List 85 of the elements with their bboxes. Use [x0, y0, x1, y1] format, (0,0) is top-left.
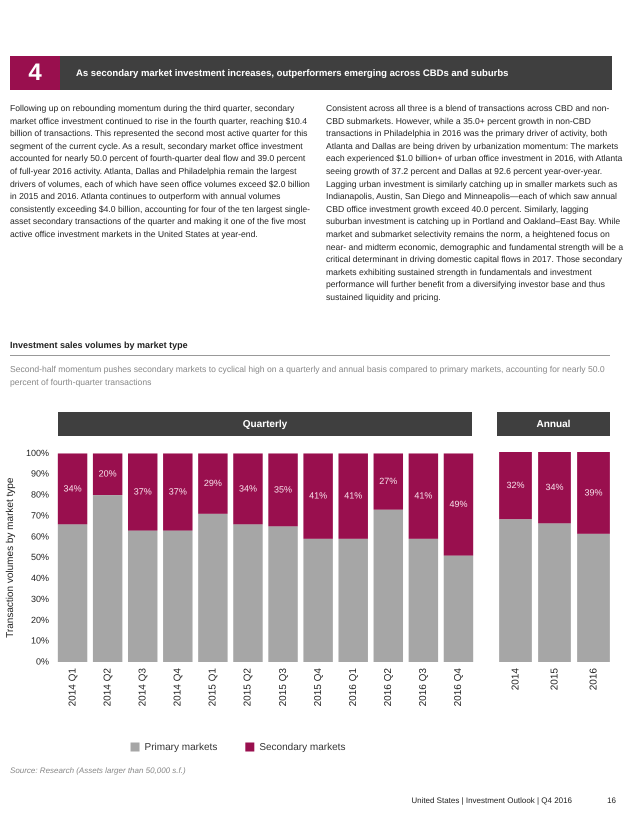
data-label: 37%: [168, 486, 187, 496]
y-tick-label: 100%: [26, 448, 50, 458]
data-label: 27%: [379, 476, 398, 486]
y-tick-label: 70%: [31, 510, 50, 520]
bar: [268, 453, 298, 526]
x-tick-label: 2014 Q3: [137, 668, 148, 706]
bar: [499, 452, 532, 520]
bar: [444, 556, 474, 662]
data-label: 35%: [274, 484, 292, 494]
text: Investment sales volumes by market type: [10, 340, 610, 356]
bar: [233, 524, 263, 662]
x-tick-label: 2014 Q2: [102, 668, 114, 706]
y-tick-label: 50%: [31, 552, 50, 562]
text: 16: [607, 796, 616, 805]
bar: [444, 453, 474, 556]
text: Second-half momentum pushes secondary markets to cyclical high on a quarterly and annual basis compared to primary markets, accounting for nearly 50.0 percent of fourth-quarter transactions: [10, 363, 606, 388]
bar: [577, 534, 610, 662]
bar: [303, 453, 333, 539]
text: 4: [10, 56, 60, 90]
text: Consistent across all three is a blend of transactions across CBD and non-CBD submarkets. However, while a 35.0+ percent growth in non-CBD transactions in Philadelphia in 2016 was the primary driver of activity, both Atlanta and Dallas are being driven by urbanization momentum: The markets each experienced $1.0 billion+ of urban office investment in 2016, with Atlanta seeing growth of 37.2 percent and Dallas at 92.6 percent year-over-year. Lagging urban investment is similarly catching up in smaller markets such as Indianapolis, Austin, San Diego and Minneapolis—each of which saw annual CBD office investment growth exceed 40.0 percent. Similarly, lagging suburban investment is catching up in Portland and Oakland–East Bay. While market and submarket selectivity remains the norm, a heightened focus on near- and midterm economic, demographic and fundamental strength will be a critical determinant in driving domestic capital flows in 2017. Those secondary markets exhibiting sustained strength in fundamentals and investment performance will further benefit from a diversifying investor base and thus sustained liquidity and pricing.: [326, 103, 624, 302]
text: United States | Investment Outlook | Q4 2016: [411, 796, 572, 805]
x-tick-label: 2016 Q2: [383, 668, 394, 706]
bar: [538, 523, 571, 662]
bar: [58, 453, 88, 524]
data-label: 39%: [584, 487, 603, 498]
x-tick-label: 2014 Q4: [172, 668, 184, 706]
x-tick-label: 2016 Q3: [418, 668, 430, 706]
bar: [198, 453, 228, 514]
data-label: 41%: [309, 490, 328, 501]
bar: [233, 453, 263, 524]
bar: [128, 530, 158, 662]
x-tick-label: 2015 Q1: [208, 668, 219, 706]
bar: [374, 510, 404, 662]
bar: [338, 538, 368, 662]
text: Following up on rebounding momentum during the third quarter, secondary market office investment continued to rise in the fourth quarter, reaching $10.4 billion of transactions. This represented the second most active quarter for this segment of the current cycle. As a result, secondary market office investment accounted for nearly 50.0 percent of fourth-quarter deal flow and 39.0 percent of full-year 2016 activity. Atlanta, Dallas and Philadelphia remain the largest drivers of volumes, each of which have seen office volumes exceed $2.0 billion in 2015 and 2016. Atlanta continues to outperform with annual volumes consistently exceeding $4.0 billion, accounting for four of the ten largest single-asset secondary transactions of the quarter and making it one of the five most active office investment markets in the United States at year-end.: [10, 103, 310, 239]
x-tick-label: 2016 Q1: [348, 668, 359, 706]
y-tick-label: 20%: [31, 614, 50, 625]
data-label: 32%: [506, 480, 525, 490]
y-tick-label: 30%: [31, 594, 50, 604]
bar: [338, 453, 368, 539]
x-tick-label: 2014 Q1: [67, 668, 78, 706]
data-label: 29%: [204, 478, 222, 488]
legend-label: Secondary markets: [259, 742, 346, 753]
chart-title: Annual: [497, 412, 610, 436]
data-label: 41%: [414, 490, 432, 501]
bar: [163, 453, 193, 531]
bar: [408, 538, 438, 662]
y-tick-label: 10%: [31, 636, 50, 646]
data-label: 37%: [134, 486, 152, 496]
data-label: 34%: [238, 483, 257, 494]
chart-title: Quarterly: [58, 412, 472, 436]
bar: [303, 538, 333, 662]
source-note: Source: Research (Assets larger than 50,000 s.f.): [10, 766, 187, 775]
y-tick-label: 40%: [31, 573, 50, 584]
bar: [538, 452, 571, 524]
bar: [163, 530, 193, 662]
bar: [374, 453, 404, 510]
x-tick-label: 2015: [549, 668, 560, 690]
y-tick-label: 0%: [36, 656, 50, 666]
data-label: 34%: [64, 483, 82, 494]
y-tick-label: 90%: [31, 468, 50, 479]
bar: [92, 453, 122, 496]
bar: [499, 519, 532, 662]
bar: [577, 452, 610, 534]
data-label: 49%: [449, 498, 468, 509]
x-tick-label: 2015 Q3: [278, 668, 289, 706]
data-label: 34%: [545, 482, 564, 492]
bar: [408, 453, 438, 539]
bar: [128, 453, 158, 531]
bar: [268, 526, 298, 662]
y-tick-label: 80%: [31, 490, 50, 500]
x-tick-label: 2015 Q4: [312, 668, 324, 706]
x-tick-label: 2015 Q2: [242, 668, 254, 706]
text: As secondary market investment increases, outperformers emerging across CBDs and suburbs: [76, 66, 508, 80]
bar: [92, 495, 122, 662]
bar: [58, 524, 88, 662]
y-axis-title: Transaction volumes by market type: [4, 477, 16, 638]
data-label: 20%: [98, 468, 117, 479]
y-tick-label: 60%: [31, 531, 50, 542]
x-tick-label: 2016 Q4: [453, 668, 464, 706]
x-tick-label: 2014: [510, 668, 522, 690]
x-tick-label: 2016: [588, 668, 600, 690]
data-label: 41%: [344, 490, 362, 501]
legend-label: Primary markets: [144, 742, 218, 753]
bar: [198, 514, 228, 662]
